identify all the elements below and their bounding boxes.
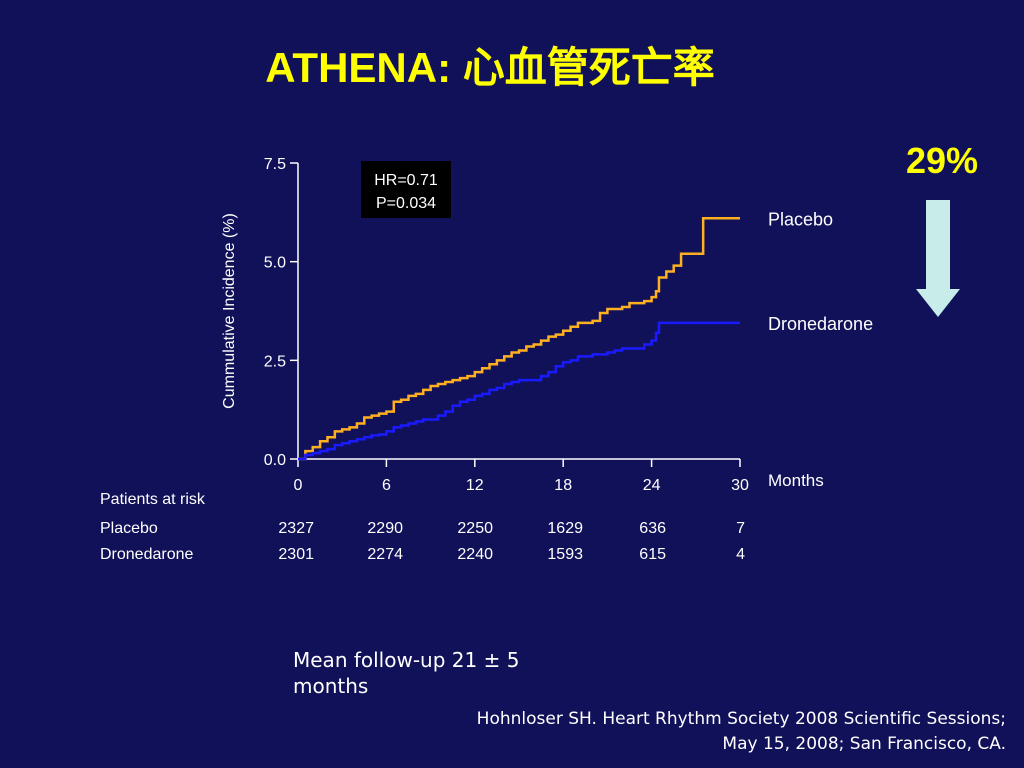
follow-up-note: Mean follow-up 21 ± 5 months	[293, 648, 520, 698]
x-tick-label: 0	[294, 477, 303, 494]
chart-series	[298, 217, 740, 461]
citation: Hohnloser SH. Heart Rhythm Society 2008 …	[476, 709, 1006, 754]
page-title: ATHENA: 心血管死亡率	[265, 44, 715, 91]
incidence-chart: 0.0 2.5 5.0 7.5 0 6 12 18 24 30 Months Cummulative …	[221, 156, 960, 494]
x-tick-label: 12	[466, 477, 484, 494]
down-arrow-icon	[916, 200, 960, 317]
p-value-label: P=0.034	[376, 195, 436, 212]
risk-cell: 4	[736, 546, 745, 563]
x-tick-label: 24	[643, 477, 661, 494]
risk-cell: 2290	[367, 520, 403, 537]
x-tick-label: 30	[731, 477, 749, 494]
stats-box: HR=0.71 P=0.034	[361, 161, 451, 218]
risk-cell: 2250	[457, 520, 493, 537]
risk-cell: 615	[639, 546, 666, 563]
y-tick-label: 0.0	[264, 452, 286, 469]
risk-row-label: Dronedarone	[100, 546, 194, 563]
y-axis-label: Cummulative Incidence (%)	[221, 213, 238, 409]
risk-cell: 1629	[547, 520, 583, 537]
risk-cell: 2301	[278, 546, 314, 563]
risk-cell: 7	[736, 520, 745, 537]
risk-table-title: Patients at risk	[100, 491, 205, 508]
chart-axes	[290, 162, 741, 467]
x-axis-label: Months	[768, 471, 824, 490]
x-tick-label: 18	[554, 477, 572, 494]
risk-cell: 636	[639, 520, 666, 537]
series-label-dronedarone: Dronedarone	[768, 314, 873, 334]
y-tick-label: 7.5	[264, 156, 286, 173]
y-tick-label: 2.5	[264, 353, 286, 370]
chart-labels: 0.0 2.5 5.0 7.5 0 6 12 18 24 30 Months Cummulative …	[221, 156, 873, 494]
risk-row-label: Placebo	[100, 520, 158, 537]
risk-cell: 2240	[457, 546, 493, 563]
risk-reduction-label: 29%	[906, 140, 979, 181]
risk-cell: 1593	[547, 546, 583, 563]
series-line-placebo	[298, 217, 740, 461]
y-tick-label: 5.0	[264, 255, 286, 272]
series-line-dronedarone	[298, 321, 740, 461]
hazard-ratio-label: HR=0.71	[374, 172, 438, 189]
risk-cell: 2327	[278, 520, 314, 537]
series-label-placebo: Placebo	[768, 209, 833, 229]
risk-cell: 2274	[367, 546, 403, 563]
x-tick-label: 6	[382, 477, 391, 494]
